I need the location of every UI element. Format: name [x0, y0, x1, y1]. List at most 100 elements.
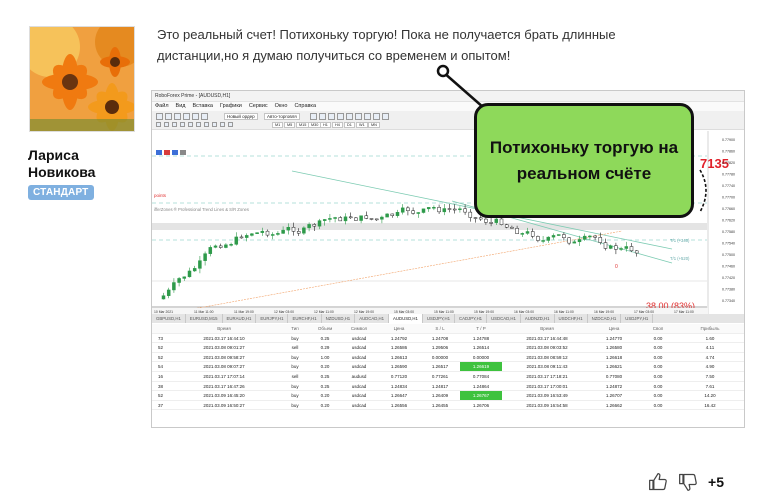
- table-row: 37 2021.03.09 16:50:27 buy 0.20 usdcad 1.2655…: [152, 401, 744, 411]
- table-cell: 0.20: [320, 364, 330, 370]
- table-cell: T / P: [476, 326, 486, 331]
- table-cell: 54: [157, 364, 163, 370]
- candle-body: [504, 224, 509, 228]
- table-cell: 0.00: [653, 393, 663, 399]
- table-cell: 0.77120: [390, 373, 408, 379]
- tester-icon: [201, 113, 208, 120]
- market-watch-icon: [174, 113, 181, 120]
- candle-body: [198, 260, 202, 269]
- table-cell: Цена: [393, 326, 405, 331]
- table-cell: 1.26517: [431, 364, 449, 370]
- table-cell: 1.00: [320, 354, 330, 360]
- time-axis-tick: 10 Mar 2021: [154, 310, 173, 314]
- candle-body: [520, 233, 525, 235]
- candle-body: [229, 244, 233, 246]
- candle-body: [354, 217, 358, 221]
- table-cell: buy: [291, 364, 299, 370]
- candle-body: [551, 235, 556, 238]
- time-axis-tick: 17 Mar 11:00: [674, 310, 694, 314]
- table-cell: 0.00: [653, 383, 663, 389]
- menu-item: Окно: [274, 103, 288, 109]
- table-cell: usdcad: [351, 393, 367, 399]
- price-axis-tick: 0.77620: [722, 219, 735, 223]
- indicators-icon: [373, 113, 380, 120]
- price-axis-tick: 0.77340: [722, 299, 735, 303]
- candle-body: [213, 245, 218, 248]
- table-cell: 1.26514: [472, 345, 490, 351]
- price-axis-tick: 0.77660: [722, 207, 735, 211]
- candle-body: [432, 207, 436, 209]
- autoscroll-icon: [364, 113, 371, 120]
- candle-body: [374, 218, 379, 221]
- price-axis-tick: 0.77460: [722, 265, 735, 269]
- menu-item: Вставка: [192, 103, 213, 109]
- price-axis-tick: 0.77540: [722, 242, 735, 246]
- thumbs-down-icon[interactable]: [678, 472, 698, 492]
- symbol-tab: EURUSD,M15: [186, 314, 223, 323]
- symbol-tab: NZDUSD,H1: [322, 314, 356, 323]
- zoom-in-icon: [337, 113, 344, 120]
- candle-body: [385, 213, 389, 218]
- candle-body: [634, 250, 639, 254]
- table-cell: 2021.03.17 17:18:21: [526, 373, 568, 379]
- table-cell: usdcad: [351, 335, 367, 341]
- grid-icon: [355, 113, 362, 120]
- candle-body: [572, 241, 577, 244]
- candle-body: [525, 231, 530, 234]
- trend-line: [181, 230, 623, 312]
- terminal-screenshot[interactable]: RoboForex Prime - [AUDUSD,H1] Файл Вид Вст…: [151, 90, 745, 428]
- time-axis-tick: 11 Mar 19:00: [234, 310, 254, 314]
- candle-body: [192, 268, 197, 272]
- candle-body: [296, 231, 301, 234]
- tp-label: T/1 (+340): [670, 238, 690, 243]
- table-cell: 4.90: [705, 364, 715, 370]
- trendline-icon: [188, 122, 193, 127]
- vote-score: +5: [708, 474, 724, 490]
- table-cell: 1.26767: [460, 391, 502, 400]
- candle-body: [161, 295, 166, 300]
- symbol-tab: CADJPY,H1: [455, 314, 488, 323]
- table-cell: buy: [291, 383, 299, 389]
- table-cell: 0.00: [653, 335, 663, 341]
- time-axis-tick: 11 Mar 11:00: [194, 310, 214, 314]
- candle-body: [250, 233, 254, 236]
- symbol-tab: USDCHF,H1: [555, 314, 588, 323]
- table-cell: 2021.03.17 16:47:26: [203, 383, 245, 389]
- candle-body: [208, 247, 213, 254]
- menu-item: Файл: [155, 103, 169, 109]
- time-axis-tick: 16 Mar 11:00: [554, 310, 574, 314]
- candle-body: [515, 228, 519, 234]
- timeframe-button: H1: [320, 122, 331, 128]
- bar-chart-icon: [310, 113, 317, 120]
- price-axis-tick: 0.77380: [722, 288, 735, 292]
- candle-body: [452, 208, 457, 211]
- avatar[interactable]: [29, 26, 135, 132]
- table-cell: 0.25: [320, 335, 330, 341]
- table-cell: 1.26706: [472, 402, 490, 408]
- indicator-label: ifferZones ® Professional Trend Lines & …: [154, 207, 249, 212]
- table-cell: 2021.03.17 17:00:01: [526, 383, 568, 389]
- table-cell: 0.20: [320, 393, 330, 399]
- time-axis-tick: 12 Mar 19:00: [354, 310, 374, 314]
- candles-icon: [319, 113, 326, 120]
- table-cell: 7.61: [705, 383, 715, 389]
- table-row: 73 2021.03.17 16:44:10 buy 0.25 usdcad 1.2479…: [152, 334, 744, 344]
- table-cell: 14.20: [704, 393, 716, 399]
- candle-body: [187, 270, 192, 278]
- table-cell: buy: [291, 402, 299, 408]
- table-cell: 0.00: [653, 373, 663, 379]
- table-cell: 2021.03.09 16:54:58: [526, 402, 568, 408]
- table-cell: 4.11: [705, 345, 715, 351]
- zero-label: 0: [615, 264, 618, 270]
- table-cell: 1.24817: [431, 383, 449, 389]
- timeframe-button: H4: [332, 122, 343, 128]
- candle-body: [468, 211, 473, 218]
- candle-body: [322, 219, 327, 221]
- candle-body: [447, 208, 452, 210]
- candle-body: [328, 218, 332, 220]
- author-name[interactable]: Лариса Новикова: [28, 147, 96, 180]
- timeframe-button: D1: [344, 122, 355, 128]
- thumbs-up-icon[interactable]: [648, 472, 668, 492]
- candle-body: [166, 289, 171, 296]
- table-cell: 0.77080: [605, 373, 623, 379]
